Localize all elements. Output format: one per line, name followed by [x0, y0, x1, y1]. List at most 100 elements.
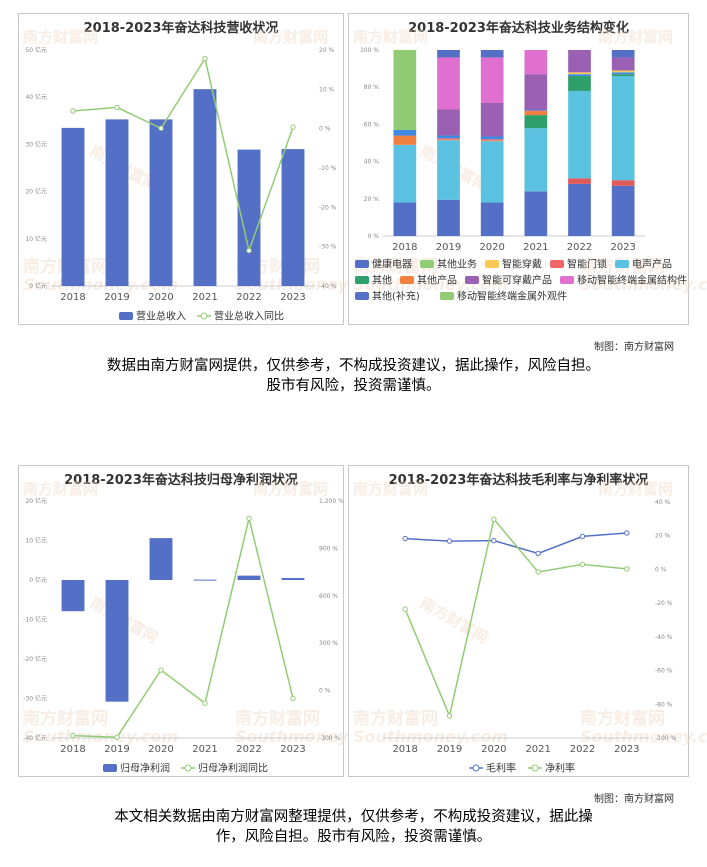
y2-tick-label: -20 % [319, 204, 337, 211]
stacked-bar-segment [611, 180, 635, 186]
watermark-text: 南方财富网 [235, 708, 320, 729]
stacked-bar-segment [568, 183, 591, 236]
legend-swatch [560, 276, 574, 284]
legend-label: 其他产品 [417, 274, 457, 287]
stacked-bar-segment [437, 109, 460, 136]
line-point [158, 667, 164, 673]
line-point [579, 533, 586, 540]
x-tick-label: 2018 [392, 242, 417, 253]
credit-bottom: 制图：南方财富网 [594, 794, 674, 805]
stacked-bar-segment [393, 144, 417, 203]
stacked-bar-segment [393, 202, 417, 236]
stacked-bar-segment [437, 135, 460, 139]
x-tick-label: 2021 [192, 292, 217, 303]
legend-swatch [465, 276, 479, 284]
y2-tick-label: 20 % [319, 47, 335, 54]
y-tick-label: 20 亿元 [25, 497, 47, 505]
structure-chart: 南方财富网南方财富网南方财富网南方财富网Southmoney.com南方财富网S… [353, 28, 707, 303]
x-tick-label: 2022 [236, 292, 261, 303]
legend-label: 归母净利润同比 [198, 762, 268, 775]
y-tick-label: -80 % [655, 701, 673, 708]
line-point [446, 713, 453, 719]
legend-swatch [615, 260, 629, 268]
legend-label: 营业总收入同比 [214, 310, 284, 323]
stacked-bar-segment [611, 57, 635, 71]
x-tick-label: 2021 [525, 744, 550, 755]
stacked-bar-segment [437, 139, 460, 141]
legend-swatch [355, 260, 369, 268]
y-tick-label: 20 亿元 [25, 188, 47, 196]
y-tick-label: -40 % [655, 634, 673, 641]
revenue-chart-panel: 2018-2023年奋达科技营收状况 南方财富网南方财富网南方财富网南方财富网S… [18, 13, 390, 325]
margin-chart-panel: 2018-2023年奋达科技毛利率与净利率状况 南方财富网 南方财富网 南方财富网南… [348, 465, 707, 777]
line-point [491, 516, 497, 522]
line-point [491, 537, 497, 544]
line-point [114, 734, 120, 740]
x-tick-label: 2023 [610, 242, 635, 253]
watermark-text: 南方财富网 [23, 708, 108, 729]
stacked-bar-segment [524, 191, 548, 236]
watermark-text: 南方财富网 [253, 480, 328, 498]
y-tick-label: 10 亿元 [25, 537, 47, 545]
stacked-bar-segment [611, 72, 635, 75]
watermark-text: Southmoney.com [580, 727, 707, 746]
legend-label: 净利率 [545, 762, 575, 775]
line-point [202, 700, 208, 706]
y-tick-label: 20 % [364, 196, 380, 203]
y2-tick-label: 1,200 % [319, 498, 344, 505]
y-tick-label: 20 % [655, 533, 671, 540]
series-line [404, 517, 627, 719]
y-tick-label: 0 亿元 [29, 282, 47, 290]
legend-label: 其他(补充) [372, 290, 420, 303]
line-point [535, 569, 541, 575]
margin-chart-title: 2018-2023年奋达科技毛利率与净利率状况 [388, 473, 649, 488]
y2-tick-label: 0 % [319, 688, 331, 695]
x-tick-label: 2020 [481, 744, 506, 755]
x-tick-label: 2023 [280, 292, 305, 303]
watermark-text: 南方财富网 [353, 256, 438, 277]
legend-label: 营业总收入 [136, 310, 186, 323]
line-point [70, 732, 76, 739]
x-tick-label: 2020 [479, 242, 504, 253]
bar [61, 580, 85, 612]
watermark-text: 南方财富网 [353, 480, 428, 498]
revenue-chart-title: 2018-2023年奋达科技营收状况 [83, 21, 279, 36]
x-tick-label: 2020 [148, 292, 173, 303]
x-tick-label: 2021 [523, 242, 548, 253]
y-tick-label: 10 亿元 [25, 235, 47, 243]
y2-tick-label: 10 % [319, 86, 335, 93]
y2-tick-label: -10 % [319, 165, 337, 172]
x-tick-label: 2022 [570, 744, 595, 755]
x-tick-label: 2020 [148, 744, 173, 755]
y-tick-label: 0 % [655, 566, 667, 573]
line-point [579, 561, 586, 568]
net-profit-chart: 南方财富网南方财富网南方财富网南方财富网Southmoney.com南方财富网S… [23, 480, 390, 775]
y-tick-label: 0 % [368, 233, 380, 240]
legend-label: 移动智能终端金属结构件 [577, 274, 687, 287]
x-tick-label: 2018 [392, 744, 417, 755]
line-point [202, 55, 208, 62]
y-tick-label: -20 % [655, 600, 673, 607]
line-point [114, 104, 120, 111]
stacked-bar-segment [568, 74, 591, 77]
structure-chart-title: 2018-2023年奋达科技业务结构变化 [408, 21, 629, 36]
x-tick-label: 2019 [104, 292, 129, 303]
y-tick-label: -10 亿元 [23, 616, 47, 624]
net-profit-chart-panel: 2018-2023年奋达科技归母净利润状况 南方财富网南方财富网南方财富网南方财… [18, 465, 390, 777]
stacked-bar-segment [524, 109, 548, 111]
legend-label: 智能穿戴 [502, 258, 542, 271]
bar [149, 538, 173, 580]
x-tick-label: 2019 [104, 744, 129, 755]
structure-chart-panel: 2018-2023年奋达科技业务结构变化 南方财富网南方财富网南方财富网南方财富… [348, 13, 707, 325]
legend-swatch [400, 276, 414, 284]
stacked-bar-segment [524, 115, 548, 129]
stacked-bar-segment [524, 50, 548, 75]
stacked-bar-segment [393, 129, 417, 136]
y2-tick-label: -30 % [319, 244, 337, 251]
legend-label: 归母净利润 [120, 762, 170, 775]
y-tick-label: 100 % [360, 47, 379, 54]
stacked-bar-segment [524, 74, 548, 110]
legend-label: 其他业务 [437, 258, 477, 271]
stacked-bar-segment [568, 178, 591, 184]
legend-swatch [184, 764, 192, 772]
